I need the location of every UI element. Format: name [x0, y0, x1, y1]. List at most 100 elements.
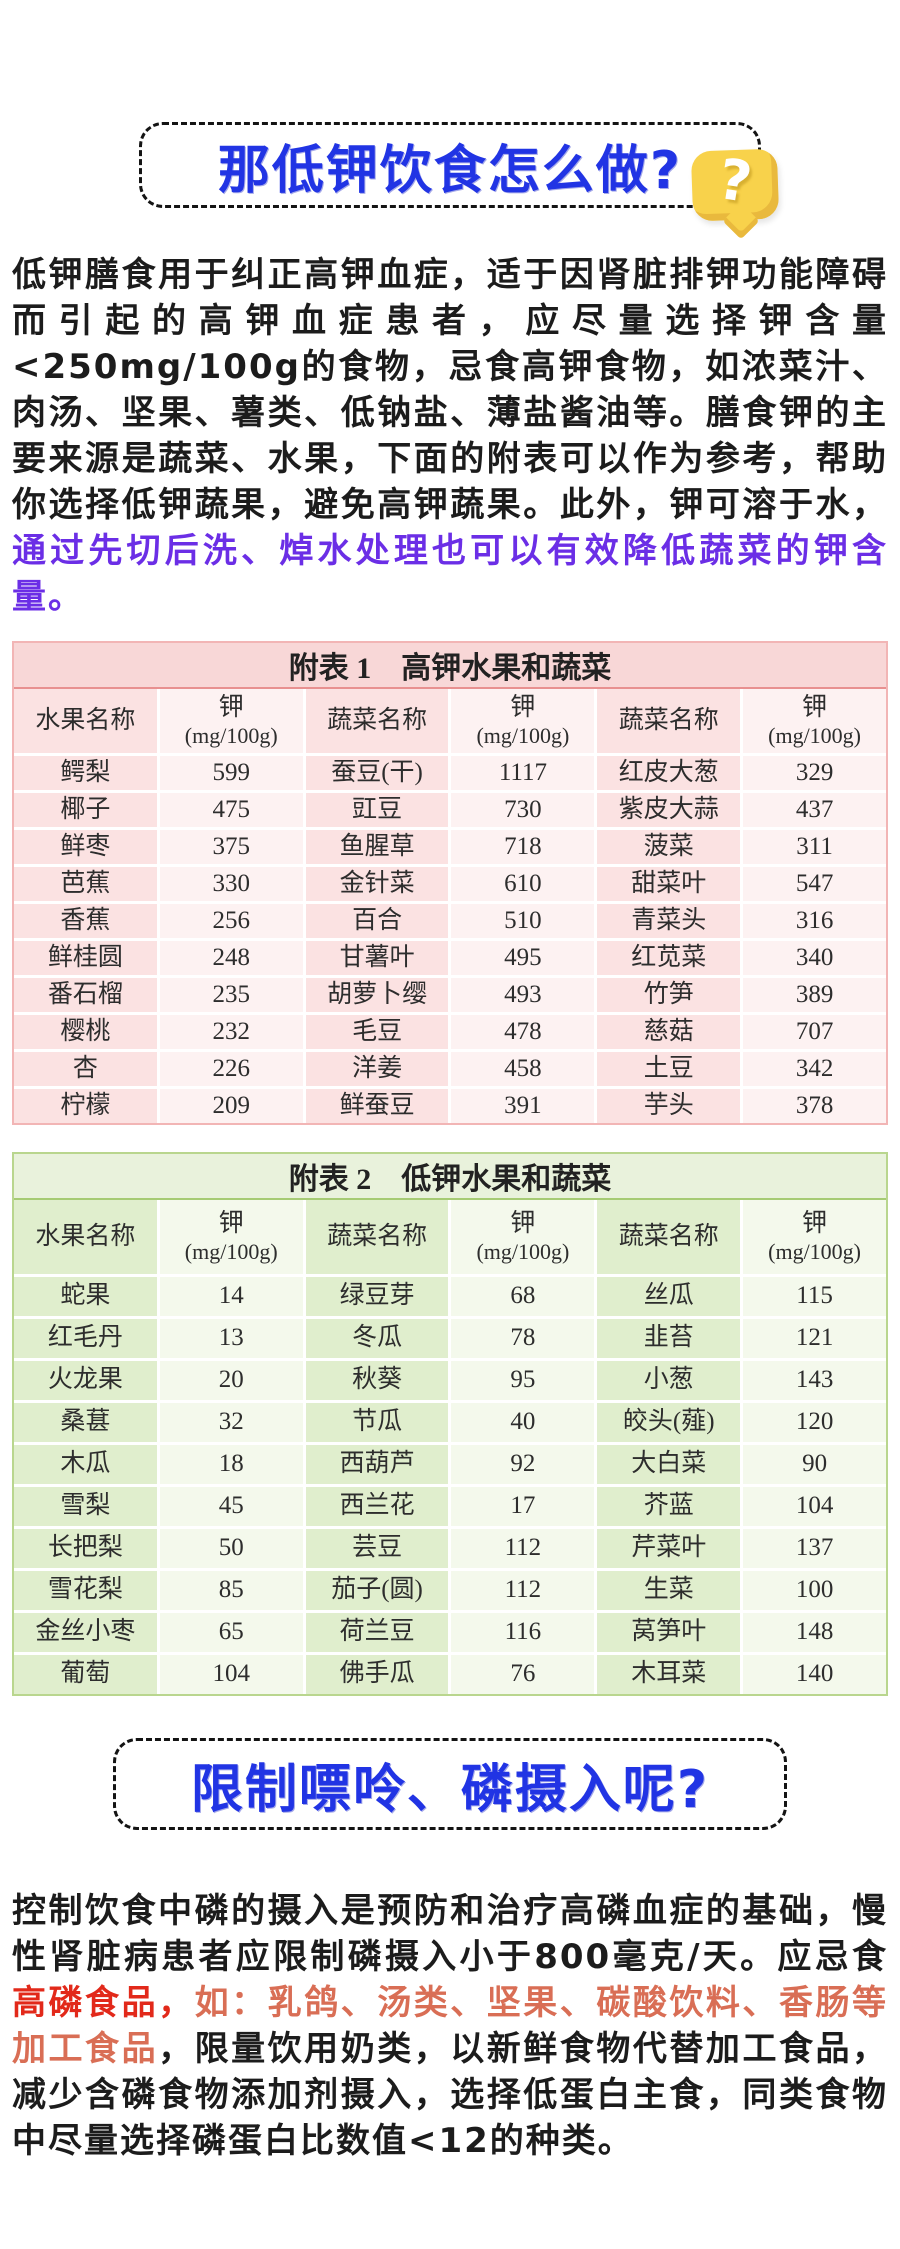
column-header-unit: (mg/100g): [476, 1238, 570, 1264]
potassium-value-cell: 112: [451, 1571, 595, 1610]
column-header-label: 水果名称: [35, 1222, 136, 1250]
potassium-value-cell: 329: [743, 756, 886, 790]
food-name-cell: 洋姜: [305, 1052, 449, 1086]
potassium-value-cell: 148: [743, 1613, 886, 1652]
food-name-cell: 小葱: [597, 1361, 741, 1400]
food-name-cell: 鱼腥草: [305, 830, 449, 864]
potassium-value-cell: 458: [451, 1052, 595, 1086]
section1-paragraph: 低钾膳食用于纠正高钾血症，适于因肾脏排钾功能障碍而引起的高钾血症患者，应尽量选择…: [12, 252, 888, 620]
food-name-cell: 芥蓝: [597, 1487, 741, 1526]
table-grid: 水果名称钾 (mg/100g) 蔬菜名称钾 (mg/100g) 蔬菜名称钾 (mg/100…: [14, 689, 886, 1123]
section2-text-red-highlight: 高磷食品，: [12, 1983, 195, 2023]
food-name-cell: 韭苔: [597, 1319, 741, 1358]
column-header: 钾 (mg/100g): [451, 1200, 595, 1274]
food-name-cell: 茄子(圆): [305, 1571, 449, 1610]
potassium-value-cell: 248: [159, 941, 303, 975]
potassium-value-cell: 40: [451, 1403, 595, 1442]
food-name-cell: 木瓜: [14, 1445, 157, 1484]
column-header-label: 水果名称: [35, 706, 136, 734]
column-header: 钾 (mg/100g): [743, 1200, 886, 1274]
potassium-value-cell: 330: [159, 867, 303, 901]
food-name-cell: 冬瓜: [305, 1319, 449, 1358]
food-name-cell: 鲜桂圆: [14, 941, 157, 975]
food-name-cell: 秋葵: [305, 1361, 449, 1400]
potassium-value-cell: 104: [743, 1487, 886, 1526]
column-header-label: 钾: [802, 1209, 828, 1237]
column-header: 钾 (mg/100g): [159, 689, 303, 753]
potassium-value-cell: 32: [159, 1403, 303, 1442]
food-name-cell: 芋头: [597, 1089, 741, 1123]
potassium-value-cell: 45: [159, 1487, 303, 1526]
food-name-cell: 芭蕉: [14, 867, 157, 901]
potassium-value-cell: 730: [451, 793, 595, 827]
food-name-cell: 甜菜叶: [597, 867, 741, 901]
column-header-unit: (mg/100g): [184, 722, 278, 748]
potassium-value-cell: 92: [451, 1445, 595, 1484]
section2-title-box: 限制嘌呤、磷摄入呢?: [113, 1738, 787, 1830]
column-header-label: 钾: [218, 1209, 244, 1237]
potassium-value-cell: 120: [743, 1403, 886, 1442]
column-header: 钾 (mg/100g): [159, 1200, 303, 1274]
column-header-label: 蔬菜名称: [327, 706, 428, 734]
section1-text-purple-highlight: 通过先切后洗、焯水处理也可以有效降低蔬菜的钾含量。: [12, 531, 888, 617]
potassium-value-cell: 437: [743, 793, 886, 827]
food-name-cell: 百合: [305, 904, 449, 938]
potassium-value-cell: 610: [451, 867, 595, 901]
potassium-value-cell: 256: [159, 904, 303, 938]
column-header-unit: (mg/100g): [184, 1238, 278, 1264]
potassium-value-cell: 95: [451, 1361, 595, 1400]
column-header: 水果名称: [14, 689, 157, 753]
food-name-cell: 芹菜叶: [597, 1529, 741, 1568]
food-name-cell: 长把梨: [14, 1529, 157, 1568]
potassium-value-cell: 718: [451, 830, 595, 864]
column-header: 水果名称: [14, 1200, 157, 1274]
food-name-cell: 柠檬: [14, 1089, 157, 1123]
column-header-label: 蔬菜名称: [618, 1222, 719, 1250]
food-name-cell: 桑葚: [14, 1403, 157, 1442]
food-name-cell: 金丝小枣: [14, 1613, 157, 1652]
potassium-value-cell: 121: [743, 1319, 886, 1358]
potassium-value-cell: 18: [159, 1445, 303, 1484]
potassium-value-cell: 510: [451, 904, 595, 938]
food-name-cell: 土豆: [597, 1052, 741, 1086]
food-name-cell: 杏: [14, 1052, 157, 1086]
food-name-cell: 木耳菜: [597, 1655, 741, 1694]
column-header: 钾 (mg/100g): [743, 689, 886, 753]
food-name-cell: 紫皮大蒜: [597, 793, 741, 827]
food-name-cell: 节瓜: [305, 1403, 449, 1442]
potassium-value-cell: 100: [743, 1571, 886, 1610]
food-name-cell: 金针菜: [305, 867, 449, 901]
food-name-cell: 红皮大葱: [597, 756, 741, 790]
food-name-cell: 荷兰豆: [305, 1613, 449, 1652]
potassium-value-cell: 599: [159, 756, 303, 790]
section2-paragraph: 控制饮食中磷的摄入是预防和治疗高磷血症的基础，慢性肾脏病患者应限制磷摄入小于80…: [12, 1888, 888, 2164]
food-name-cell: 鳄梨: [14, 756, 157, 790]
infographic-page: ? 那低钾饮食怎么做? 低钾膳食用于纠正高钾血症，适于因肾脏排钾功能障碍而引起的…: [0, 122, 900, 2164]
food-name-cell: 青菜头: [597, 904, 741, 938]
question-bubble-icon: ?: [690, 146, 787, 241]
food-name-cell: 慈菇: [597, 1015, 741, 1049]
food-name-cell: 佛手瓜: [305, 1655, 449, 1694]
food-name-cell: 火龙果: [14, 1361, 157, 1400]
section2-title: 限制嘌呤、磷摄入呢?: [190, 1759, 710, 1820]
potassium-value-cell: 311: [743, 830, 886, 864]
column-header-label: 蔬菜名称: [618, 706, 719, 734]
column-header-label: 钾: [510, 1209, 536, 1237]
column-header-label: 钾: [510, 693, 536, 721]
food-name-cell: 葡萄: [14, 1655, 157, 1694]
potassium-value-cell: 104: [159, 1655, 303, 1694]
column-header: 蔬菜名称: [305, 1200, 449, 1274]
food-name-cell: 鲜枣: [14, 830, 157, 864]
potassium-value-cell: 13: [159, 1319, 303, 1358]
potassium-value-cell: 232: [159, 1015, 303, 1049]
food-name-cell: 香蕉: [14, 904, 157, 938]
potassium-value-cell: 547: [743, 867, 886, 901]
potassium-value-cell: 76: [451, 1655, 595, 1694]
potassium-value-cell: 342: [743, 1052, 886, 1086]
table-grid: 水果名称钾 (mg/100g) 蔬菜名称钾 (mg/100g) 蔬菜名称钾 (mg/100…: [14, 1200, 886, 1694]
potassium-value-cell: 1117: [451, 756, 595, 790]
food-name-cell: 毛豆: [305, 1015, 449, 1049]
potassium-value-cell: 316: [743, 904, 886, 938]
potassium-value-cell: 85: [159, 1571, 303, 1610]
potassium-value-cell: 90: [743, 1445, 886, 1484]
